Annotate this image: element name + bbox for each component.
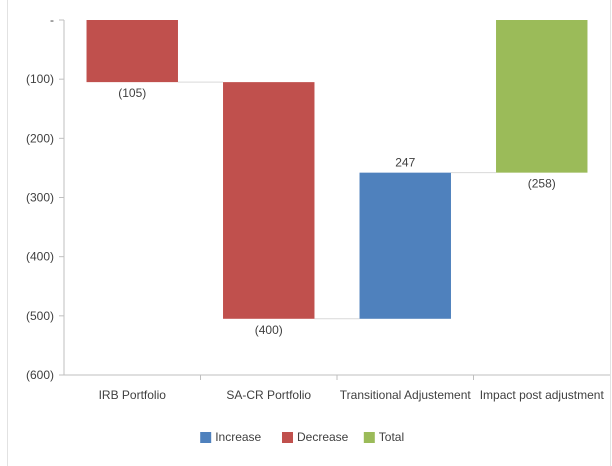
data-label: 247 [395, 156, 415, 170]
chart-frame [7, 0, 611, 466]
legend-swatch-increase [200, 432, 212, 443]
legend-swatch-total [363, 432, 375, 443]
y-tick-label: (600) [26, 368, 54, 382]
y-tick-label: (100) [26, 72, 54, 86]
bar-decrease [86, 20, 178, 83]
connector-layer [177, 81, 497, 320]
y-tick-label: (400) [26, 250, 54, 264]
label-layer: (105) (400) 247 (258) [118, 86, 556, 337]
x-tick-label: Impact post adjustment [480, 388, 605, 402]
x-tick-label: SA-CR Portfolio [226, 388, 311, 402]
bar-increase [359, 172, 451, 319]
legend-label-increase: Increase [215, 430, 261, 444]
y-tick-label: (500) [26, 309, 54, 323]
legend-label-decrease: Decrease [297, 430, 349, 444]
legend: Increase Decrease Total [200, 430, 404, 444]
x-tick-label: IRB Portfolio [99, 388, 167, 402]
y-tick-label: - [50, 13, 54, 27]
data-label: (400) [255, 323, 283, 337]
bar-layer [86, 20, 588, 319]
data-label: (258) [528, 177, 556, 191]
legend-label-total: Total [379, 430, 404, 444]
y-tick-label: (200) [26, 131, 54, 145]
y-tick-label: (300) [26, 191, 54, 205]
legend-swatch-decrease [282, 432, 293, 443]
axis-layer: - (100) (200) (300) (400) (500) (600) IRB Portf… [26, 13, 610, 402]
bar-decrease [223, 82, 315, 319]
x-tick-label: Transitional Adjustement [340, 388, 472, 402]
bar-total [496, 20, 588, 173]
data-label: (105) [118, 86, 146, 100]
